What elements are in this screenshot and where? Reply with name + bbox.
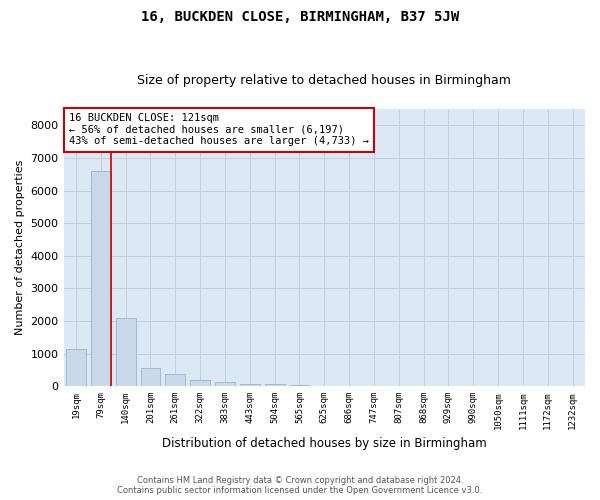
Bar bbox=[140, 368, 160, 386]
X-axis label: Distribution of detached houses by size in Birmingham: Distribution of detached houses by size … bbox=[162, 437, 487, 450]
Title: Size of property relative to detached houses in Birmingham: Size of property relative to detached ho… bbox=[137, 74, 511, 87]
Text: Contains HM Land Registry data © Crown copyright and database right 2024.
Contai: Contains HM Land Registry data © Crown c… bbox=[118, 476, 482, 495]
Bar bbox=[116, 318, 136, 386]
Text: 16 BUCKDEN CLOSE: 121sqm
← 56% of detached houses are smaller (6,197)
43% of sem: 16 BUCKDEN CLOSE: 121sqm ← 56% of detach… bbox=[69, 113, 369, 146]
Bar bbox=[91, 171, 111, 386]
Bar bbox=[290, 385, 310, 386]
Y-axis label: Number of detached properties: Number of detached properties bbox=[15, 160, 25, 336]
Bar bbox=[166, 374, 185, 386]
Bar bbox=[240, 384, 260, 386]
Bar bbox=[215, 382, 235, 386]
Bar bbox=[265, 384, 284, 386]
Text: 16, BUCKDEN CLOSE, BIRMINGHAM, B37 5JW: 16, BUCKDEN CLOSE, BIRMINGHAM, B37 5JW bbox=[141, 10, 459, 24]
Bar bbox=[66, 348, 86, 386]
Bar bbox=[190, 380, 210, 386]
